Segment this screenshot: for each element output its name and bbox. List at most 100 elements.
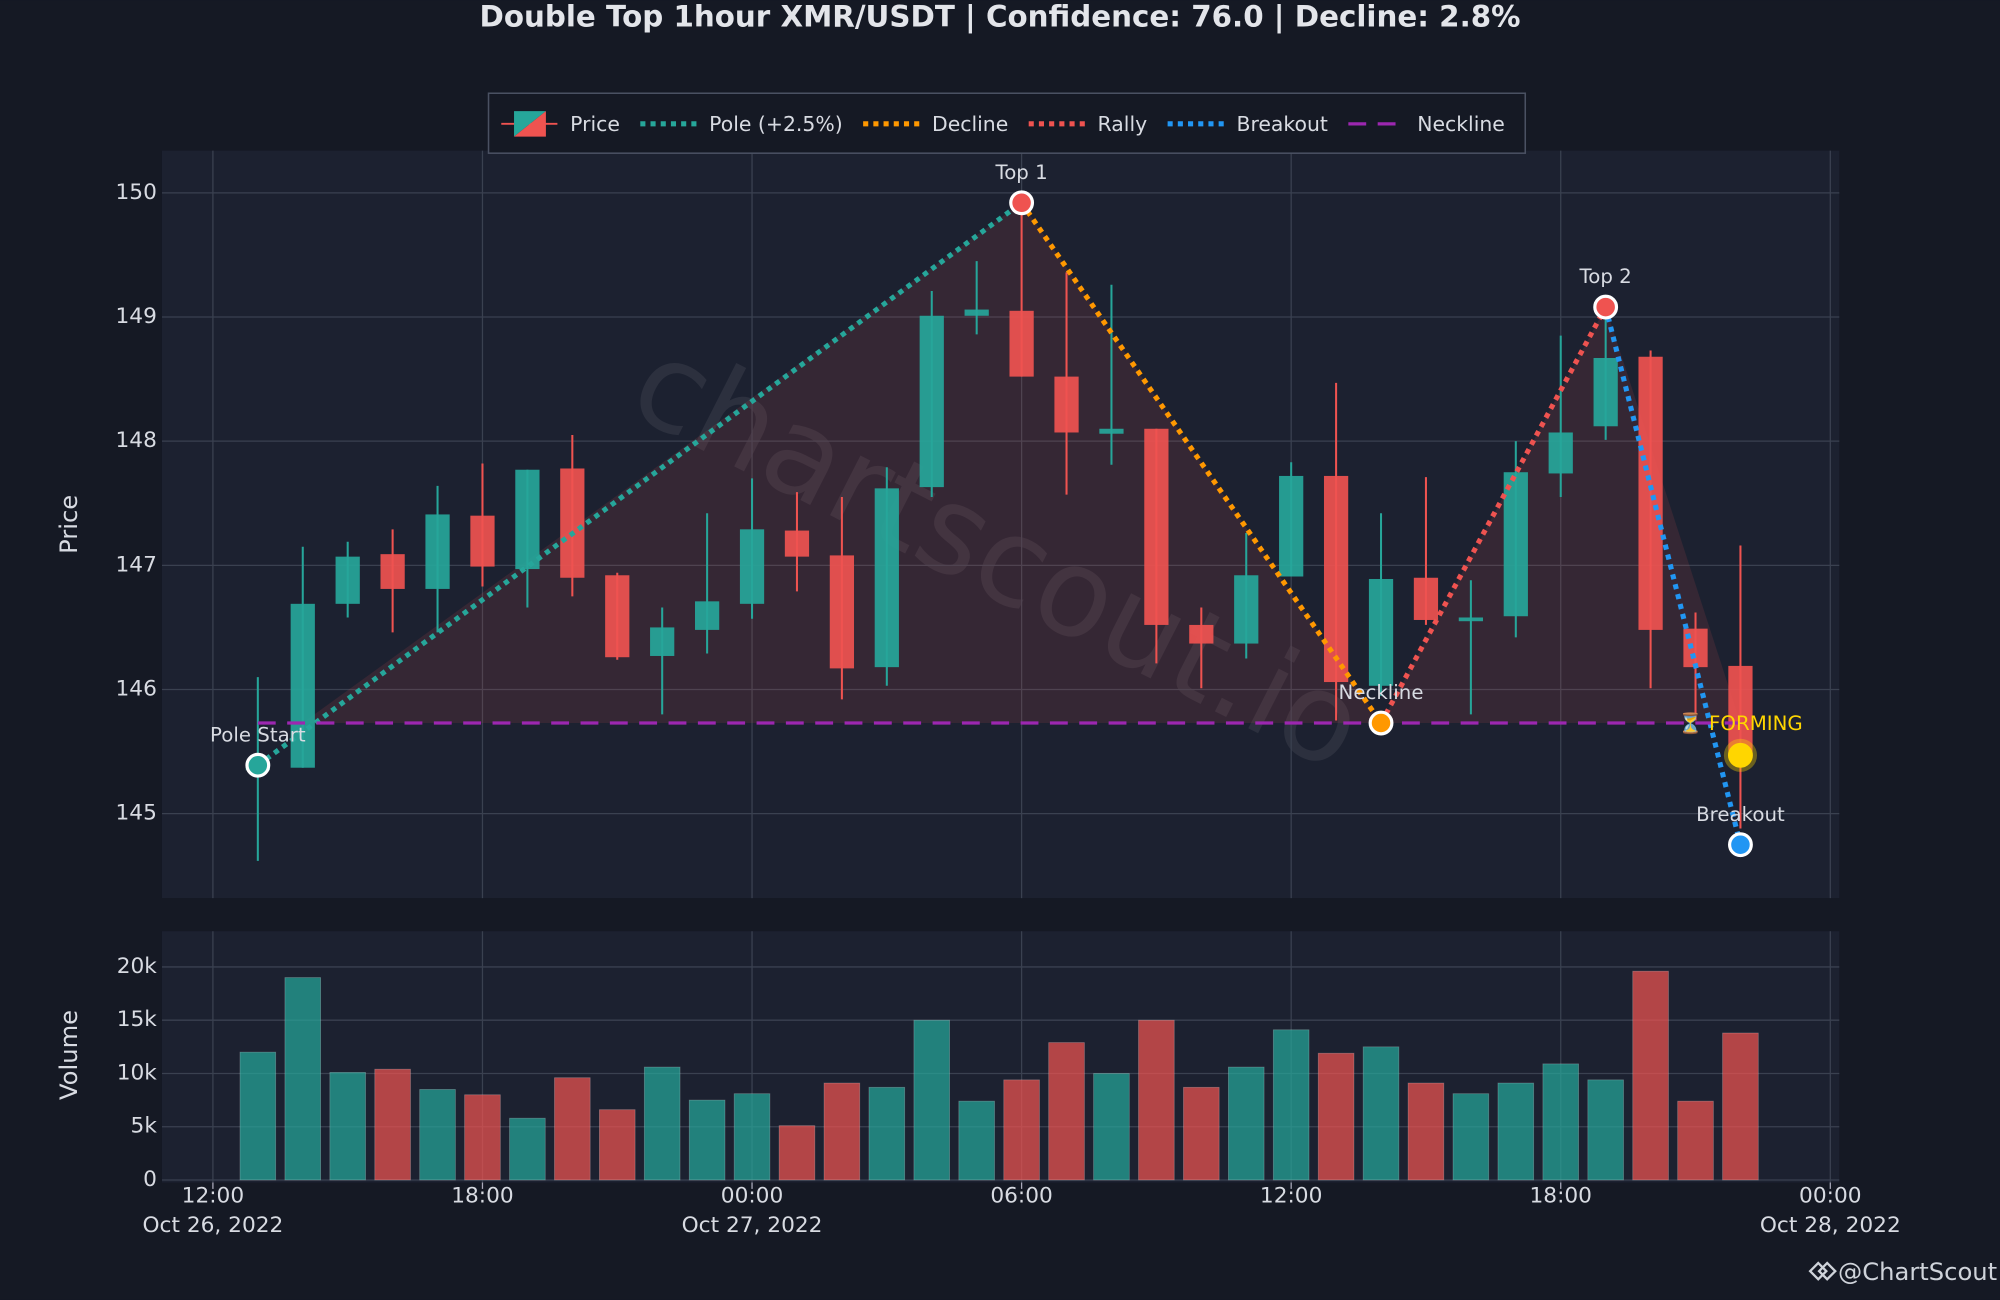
- volume-bar: [823, 1082, 861, 1181]
- candle-body: [1593, 357, 1618, 427]
- y-tick-label: 145: [116, 801, 157, 826]
- credit: @ChartScout: [1838, 1258, 1997, 1286]
- y-tick-label: 148: [116, 428, 157, 453]
- annotation-label: Neckline: [1339, 681, 1424, 704]
- y-axis-label: Volume: [55, 1010, 83, 1100]
- x-tick-sublabel: Oct 28, 2022: [1760, 1213, 1901, 1238]
- candle-body: [605, 575, 630, 658]
- volume-bar: [1272, 1029, 1310, 1181]
- volume-bar: [913, 1019, 950, 1181]
- candle-body: [694, 601, 720, 630]
- candle-body: [964, 309, 989, 316]
- candle-body: [650, 627, 675, 656]
- volume-bar: [374, 1068, 411, 1181]
- legend-label: Pole (+2.5%): [709, 112, 843, 136]
- candle-body: [1323, 475, 1349, 683]
- y-tick-label: 10k: [117, 1060, 158, 1085]
- volume-bar: [1228, 1066, 1265, 1181]
- candle-body: [1279, 475, 1304, 577]
- x-tick-sublabel: Oct 27, 2022: [682, 1213, 823, 1238]
- y-tick-label: 0: [143, 1167, 157, 1192]
- candle-body: [470, 515, 495, 567]
- volume-bar: [1722, 1032, 1759, 1181]
- volume-bar: [733, 1093, 771, 1181]
- candle-body: [425, 514, 450, 589]
- legend-label: Rally: [1098, 112, 1148, 136]
- pattern-line: [1019, 201, 1384, 725]
- pattern-marker: [245, 752, 271, 778]
- volume-bar: [464, 1094, 501, 1181]
- y-tick-label: 15k: [117, 1007, 158, 1032]
- volume-bar: [688, 1099, 726, 1181]
- volume-bar: [239, 1051, 277, 1181]
- volume-bar: [1542, 1063, 1579, 1181]
- x-tick-label: 06:00: [990, 1184, 1052, 1209]
- credit-logo: [1808, 1261, 1837, 1281]
- volume-bar: [554, 1077, 591, 1181]
- candle-body: [874, 488, 899, 668]
- candle-body: [1099, 428, 1124, 434]
- chart-title: Double Top 1hour XMR/USDT | Confidence: …: [479, 0, 1520, 34]
- pattern-line: [1603, 306, 1743, 846]
- x-tick-label: 12:00: [1260, 1184, 1322, 1209]
- volume-bar: [1632, 970, 1669, 1181]
- x-tick-label: 18:00: [1530, 1184, 1592, 1209]
- volume-bar: [1003, 1079, 1040, 1181]
- volume-bar: [329, 1072, 366, 1181]
- volume-bar: [1497, 1082, 1535, 1181]
- volume-bar: [1317, 1052, 1355, 1181]
- candle-body: [515, 469, 540, 570]
- pattern-marker: [1593, 294, 1619, 320]
- candle-body: [1458, 617, 1483, 622]
- volume-bar: [1093, 1073, 1130, 1181]
- candle-body: [1009, 310, 1034, 377]
- y-axis-label: Price: [55, 495, 83, 554]
- marks: [239, 202, 1759, 1181]
- volume-bar: [643, 1066, 681, 1181]
- candle-body: [1413, 577, 1439, 620]
- candle-body: [1548, 432, 1573, 474]
- volume-bar: [958, 1100, 995, 1181]
- y-tick-label: 150: [116, 180, 157, 205]
- candle-body: [739, 529, 765, 604]
- volume-bar: [1183, 1086, 1220, 1181]
- candle-body: [829, 555, 855, 669]
- candle-body: [1638, 356, 1663, 630]
- candle-body: [335, 556, 360, 604]
- candle-body: [784, 530, 810, 557]
- x-tick-sublabel: Oct 26, 2022: [142, 1213, 283, 1238]
- candle-body: [1189, 624, 1214, 644]
- volume-bar: [284, 977, 322, 1181]
- legend-swatch: [514, 111, 546, 137]
- volume-bar: [1362, 1046, 1400, 1181]
- volume-bar: [1677, 1100, 1714, 1181]
- annotation-label: Top 2: [1579, 265, 1632, 288]
- y-tick-label: 20k: [117, 954, 158, 979]
- volume-bar: [419, 1089, 456, 1181]
- volume-bar: [778, 1125, 816, 1181]
- pattern-area: [302, 202, 1741, 724]
- pattern-marker: [1728, 832, 1753, 858]
- candle-body: [1503, 472, 1528, 617]
- y-tick-label: 147: [116, 552, 157, 577]
- candle-body: [1728, 665, 1753, 757]
- candle-body: [380, 554, 405, 589]
- volume-bar: [1407, 1082, 1445, 1181]
- annotation-label: Breakout: [1696, 803, 1785, 826]
- y-tick-label: 5k: [131, 1114, 158, 1139]
- legend-swatch: [514, 111, 546, 137]
- pattern-line: [256, 200, 1024, 768]
- pattern-shade: [302, 202, 1741, 724]
- pattern-marker: [1368, 710, 1394, 736]
- volume-bar: [1048, 1042, 1085, 1181]
- pattern-line: [1378, 305, 1608, 725]
- annotation-label: Top 1: [994, 161, 1047, 184]
- volume-bar: [1587, 1079, 1624, 1181]
- legend-label: Neckline: [1417, 112, 1505, 136]
- y-tick-label: 149: [116, 304, 157, 329]
- volume-bar: [868, 1086, 906, 1181]
- legend-label: Price: [570, 112, 620, 136]
- candle-body: [919, 315, 944, 488]
